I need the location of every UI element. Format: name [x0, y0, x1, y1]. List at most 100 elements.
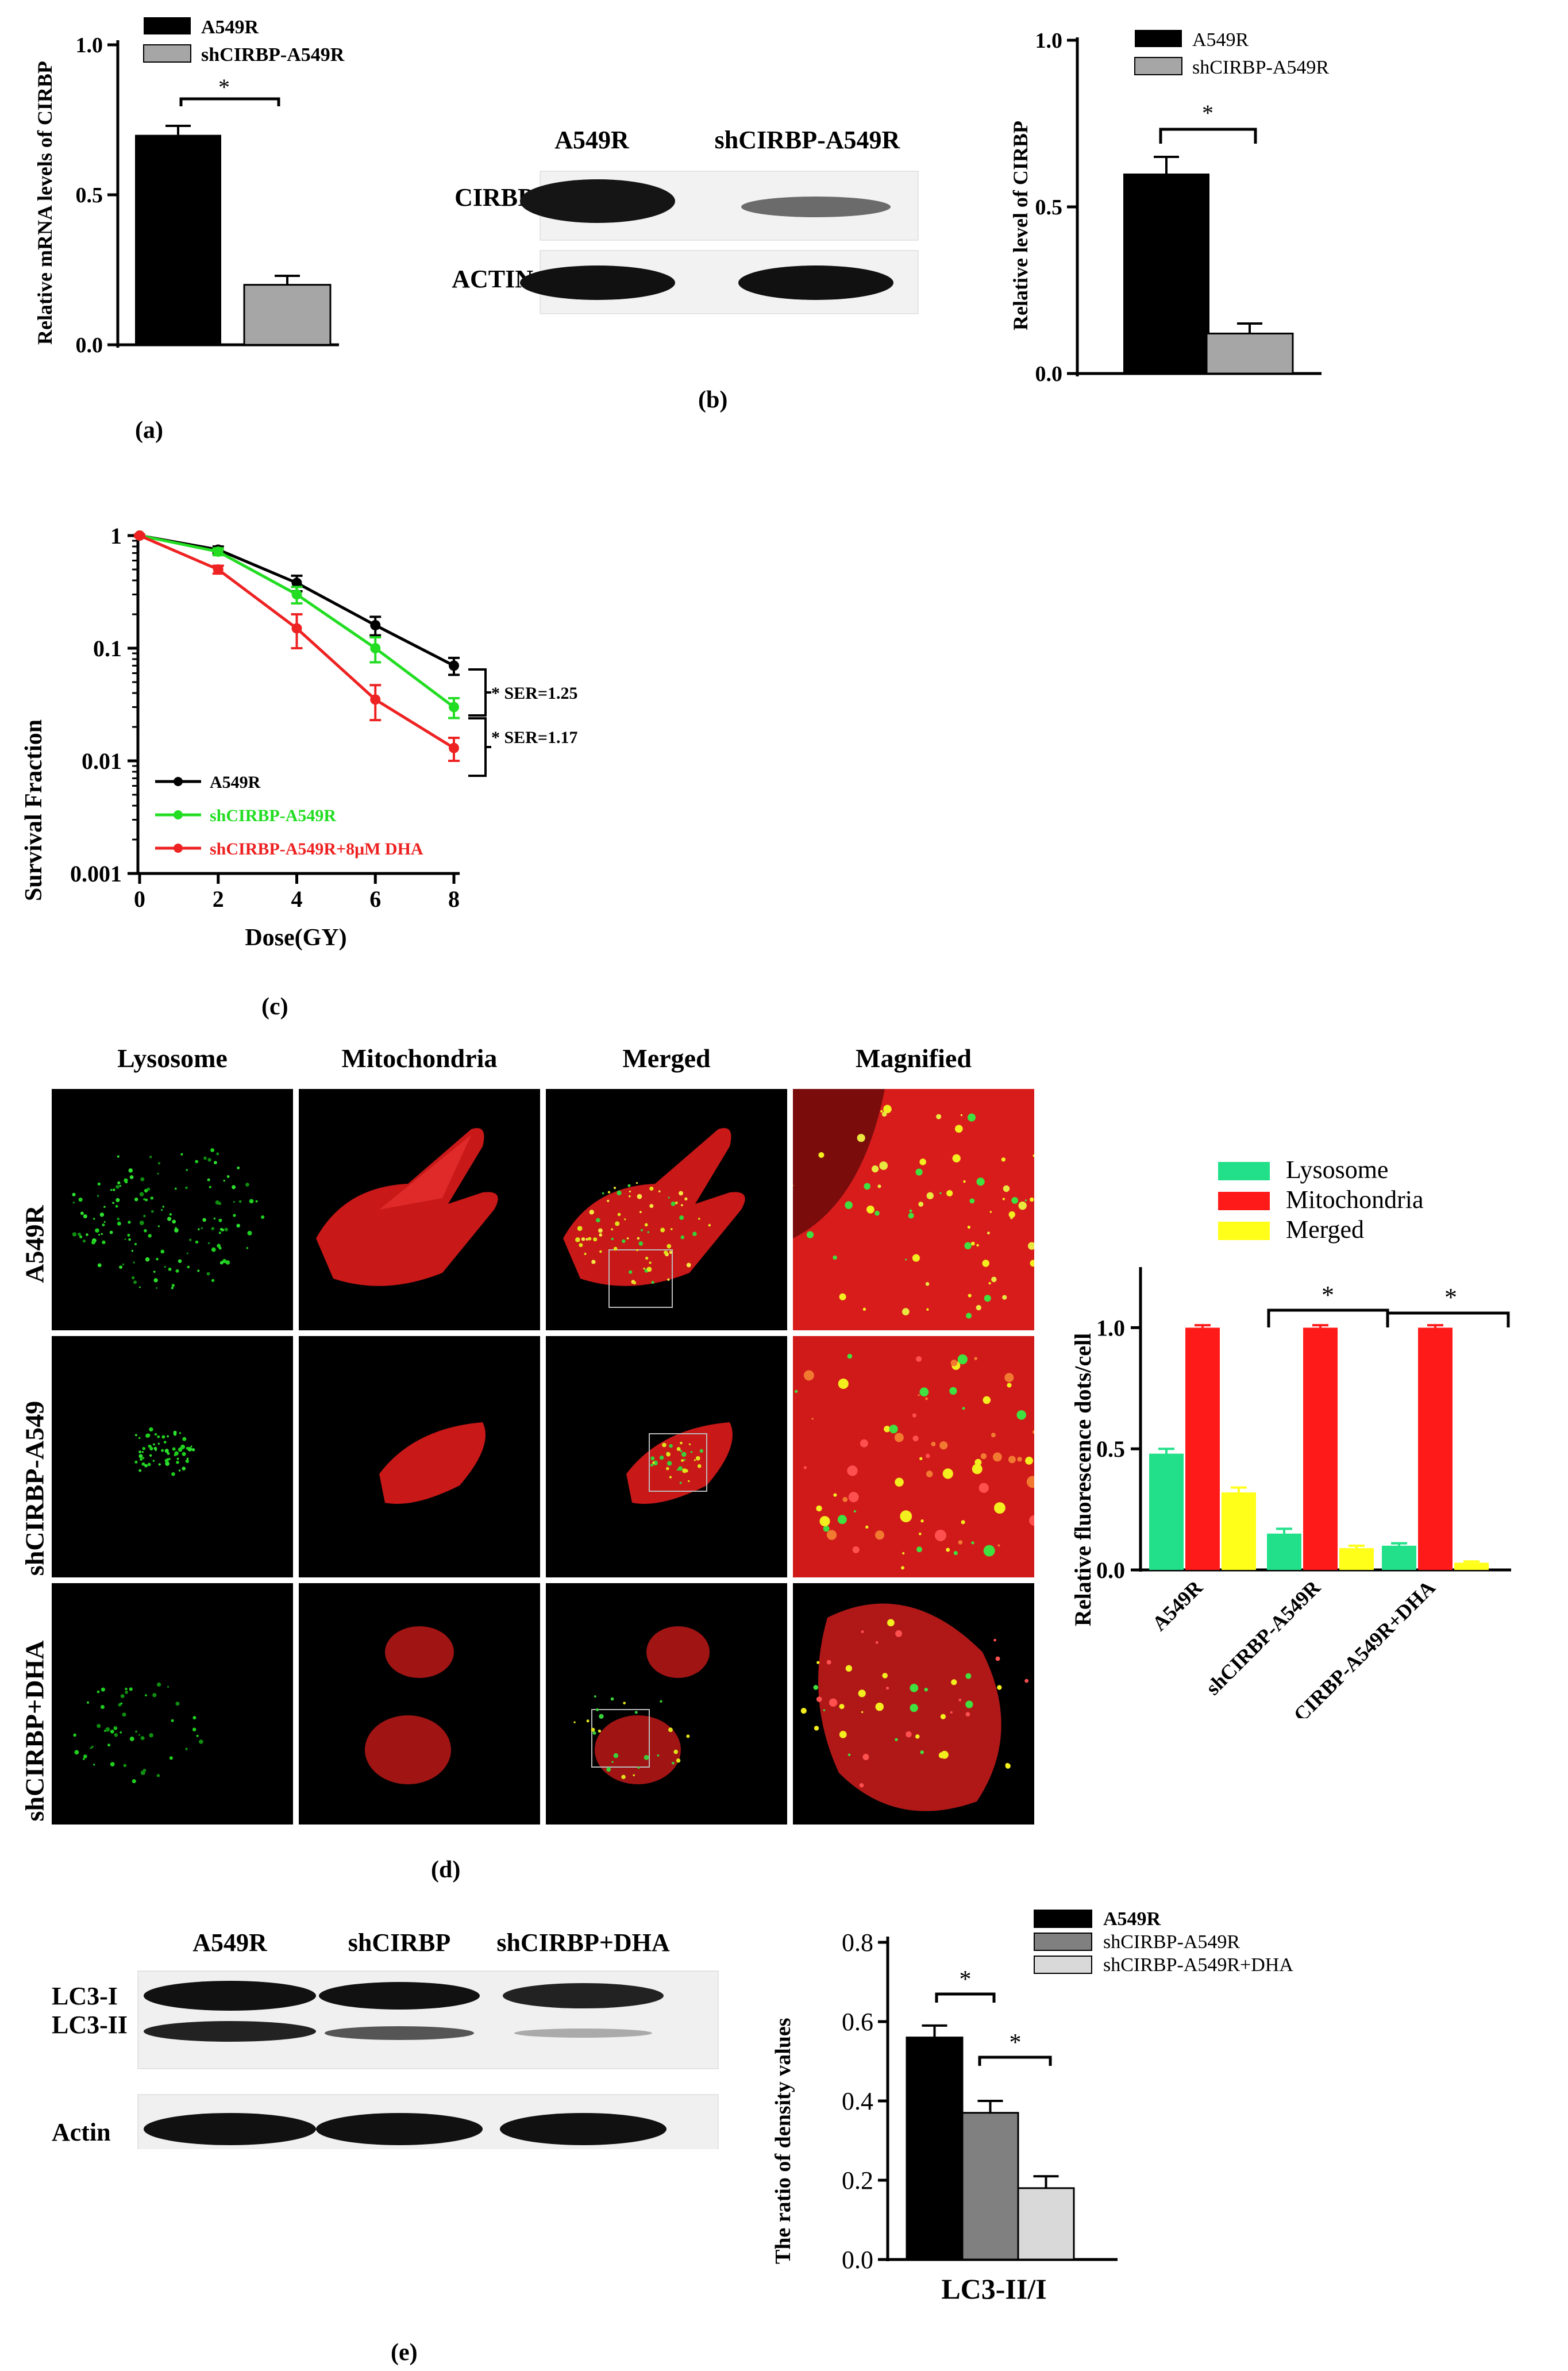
fluorescent-dot	[884, 1426, 891, 1433]
fluorescent-dot	[814, 1726, 819, 1731]
fluorescent-dot	[697, 1464, 702, 1468]
fluorescent-dot	[607, 1191, 611, 1194]
fluorescent-dot	[174, 1228, 179, 1233]
fluorescent-dot	[219, 1227, 223, 1231]
legend-swatch	[1218, 1162, 1270, 1180]
fluorescent-dot	[178, 1469, 181, 1472]
fluorescent-dot	[99, 1213, 105, 1217]
band-cirbp-a549r	[520, 179, 675, 223]
bar-shcirbp	[243, 284, 332, 346]
fluorescent-dot	[122, 1263, 125, 1266]
fluorescent-dot	[976, 1304, 981, 1311]
legend-swatch-a549r	[1135, 30, 1182, 47]
fluorescent-dot	[875, 1641, 879, 1644]
fluorescent-dot	[225, 1260, 230, 1265]
fluorescent-dot	[668, 1196, 670, 1199]
fluorescent-dot	[645, 1256, 649, 1260]
fluorescent-dot	[134, 1197, 138, 1202]
fluorescent-dot	[847, 1465, 858, 1476]
fluorescent-dot	[158, 1463, 161, 1466]
fluorescent-dot	[925, 1453, 930, 1458]
fluorescent-dot	[172, 1219, 176, 1224]
fluorescent-dot	[107, 1743, 111, 1747]
bar-mitochondria	[1185, 1327, 1220, 1570]
fluorescent-dot	[838, 1378, 849, 1390]
fluorescent-dot	[102, 1240, 106, 1245]
bar-2	[1017, 2187, 1075, 2261]
fluorescent-dot	[236, 1223, 240, 1228]
fluorescent-dot	[226, 1175, 230, 1178]
legend-label: shCIRBP-A549R+8μM DHA	[210, 840, 423, 859]
fluorescent-dot	[97, 1724, 101, 1729]
fluorescent-dot	[167, 1685, 169, 1688]
bar-lysosome	[1382, 1545, 1416, 1570]
fluorescent-dot	[138, 1437, 141, 1439]
fluorescent-dot	[196, 1734, 199, 1737]
fluorescent-dot	[195, 1240, 199, 1244]
significance-star-1: *	[960, 1966, 972, 1993]
fluorescent-dot	[877, 1184, 881, 1188]
fluorescent-dot	[213, 1217, 216, 1220]
x-tick-label: 6	[369, 886, 381, 912]
fluorescent-dot	[117, 1181, 121, 1185]
fluorescent-dot	[157, 1225, 160, 1227]
fluorescent-dot	[991, 1276, 997, 1283]
fluorescent-dot	[1001, 1157, 1006, 1162]
fluorescent-dot	[848, 1492, 859, 1503]
fluorescent-dot	[171, 1472, 175, 1476]
fluorescent-dot	[199, 1739, 203, 1744]
fluorescent-dot	[652, 1461, 655, 1464]
fluorescent-dot	[237, 1166, 240, 1169]
fluorescent-dot	[91, 1240, 95, 1245]
fluorescent-dot	[119, 1184, 122, 1187]
fluorescent-dot	[845, 1201, 853, 1209]
fluorescent-dot	[818, 1152, 825, 1158]
fluorescent-dot	[967, 1225, 970, 1229]
fluorescent-dot	[599, 1250, 602, 1253]
fluorescent-dot	[112, 1202, 114, 1204]
fluorescent-dot	[919, 1457, 923, 1460]
fluorescent-dot	[78, 1232, 82, 1236]
fluorescent-dot	[156, 1682, 161, 1687]
fluorescent-dot	[640, 1229, 644, 1231]
fluorescent-dot	[215, 1200, 220, 1205]
fluorescent-dot	[216, 1152, 219, 1156]
fluorescent-dot	[698, 1218, 700, 1220]
fluorescent-dot	[97, 1195, 99, 1197]
fluorescent-dot	[680, 1450, 683, 1453]
fluorescent-dot	[657, 1754, 660, 1757]
fluorescent-dot	[577, 1226, 583, 1231]
fluorescent-dot	[983, 1396, 991, 1404]
micro-row-label-shcirbp: shCIRBP-A549	[20, 1400, 49, 1576]
fluorescent-dot	[664, 1250, 668, 1255]
fluorescent-dot	[147, 1433, 151, 1437]
fluorescent-dot	[650, 1456, 655, 1461]
fluorescent-dot	[166, 1458, 169, 1461]
fluorescent-dot	[129, 1175, 134, 1179]
legend-label: A549R	[1103, 1908, 1161, 1930]
fluorescent-dot	[175, 1269, 179, 1273]
fluorescent-dot	[681, 1452, 687, 1457]
fluorescent-dot	[886, 1686, 889, 1690]
fluorescent-dot	[880, 1110, 883, 1113]
panel-e-label: (e)	[391, 2339, 418, 2366]
fluorescent-dot	[91, 1745, 94, 1748]
fluorescent-dot	[686, 1263, 691, 1268]
fluorescent-dot	[1018, 1201, 1027, 1210]
fluorescent-dot	[211, 1247, 216, 1252]
significance-bracket-2	[978, 2056, 1052, 2066]
fluorescent-dot	[144, 1188, 148, 1193]
panel-a-label: (a)	[135, 417, 163, 444]
fluorescent-dot	[966, 1312, 972, 1319]
fluorescent-dot	[82, 1758, 85, 1760]
y-tick-label: 1.0	[1035, 29, 1063, 53]
panel-b-chart: Relative level of CIRBP 0.0 0.5 1.0 * A549…	[1009, 29, 1329, 386]
fluorescent-dot	[623, 1702, 626, 1705]
fluorescent-dot	[617, 1190, 622, 1196]
fluorescent-dot	[101, 1687, 105, 1692]
fluorescent-dot	[207, 1178, 210, 1181]
fluorescent-dot	[995, 1656, 1000, 1661]
fluorescent-dot	[624, 1218, 626, 1221]
fluorescent-dot	[162, 1206, 165, 1208]
fluorescent-dot	[1003, 1185, 1010, 1192]
